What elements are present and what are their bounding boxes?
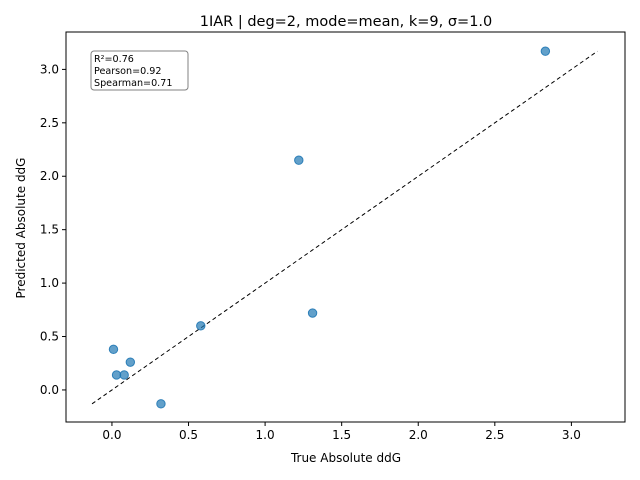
x-axis-label: True Absolute ddG	[290, 451, 401, 465]
stats-r2: R²=0.76	[94, 54, 134, 65]
data-point	[294, 155, 304, 165]
data-point	[108, 344, 119, 355]
data-point	[119, 370, 129, 380]
data-point	[111, 370, 122, 380]
stats-box: R²=0.76 Pearson=0.92 Spearman=0.71	[90, 50, 189, 91]
y-tick-label: 2.5	[40, 116, 59, 130]
data-point	[125, 357, 136, 367]
y-tick-label: 0.5	[40, 330, 59, 344]
stats-spearman: Spearman=0.71	[94, 78, 172, 89]
stats-box-frame	[90, 50, 189, 91]
y-tick-label: 2.0	[40, 169, 59, 183]
y-tick-label: 1.0	[40, 276, 59, 290]
plot-area	[65, 31, 626, 423]
data-points	[108, 46, 551, 409]
y-axis-label: Predicted Absolute ddG	[14, 158, 28, 299]
y-tick-label: 1.5	[40, 223, 59, 237]
x-axis-ticks: 0.0 0.5 1.0 1.5 2.0 2.5 3.0	[102, 422, 581, 442]
stats-pearson: Pearson=0.92	[94, 66, 162, 77]
y-axis-ticks: 0.0 0.5 1.0 1.5 2.0 2.5 3.0	[40, 62, 66, 397]
data-point	[196, 321, 206, 331]
x-tick-label: 1.0	[256, 428, 275, 442]
x-tick-label: 2.5	[485, 428, 504, 442]
y-tick-label: 3.0	[40, 62, 59, 76]
data-point	[156, 399, 166, 409]
x-tick-label: 0.5	[179, 428, 198, 442]
plot-frame	[65, 31, 626, 423]
diagonal-reference-line	[91, 50, 598, 405]
chart-title: 1IAR | deg=2, mode=mean, k=9, σ=1.0	[200, 14, 493, 30]
x-tick-label: 2.0	[409, 428, 428, 442]
x-tick-label: 0.0	[102, 428, 121, 442]
y-tick-label: 0.0	[40, 383, 59, 397]
data-point	[540, 46, 551, 56]
x-tick-label: 3.0	[562, 428, 581, 442]
x-tick-label: 1.5	[332, 428, 351, 442]
data-point	[307, 308, 318, 318]
